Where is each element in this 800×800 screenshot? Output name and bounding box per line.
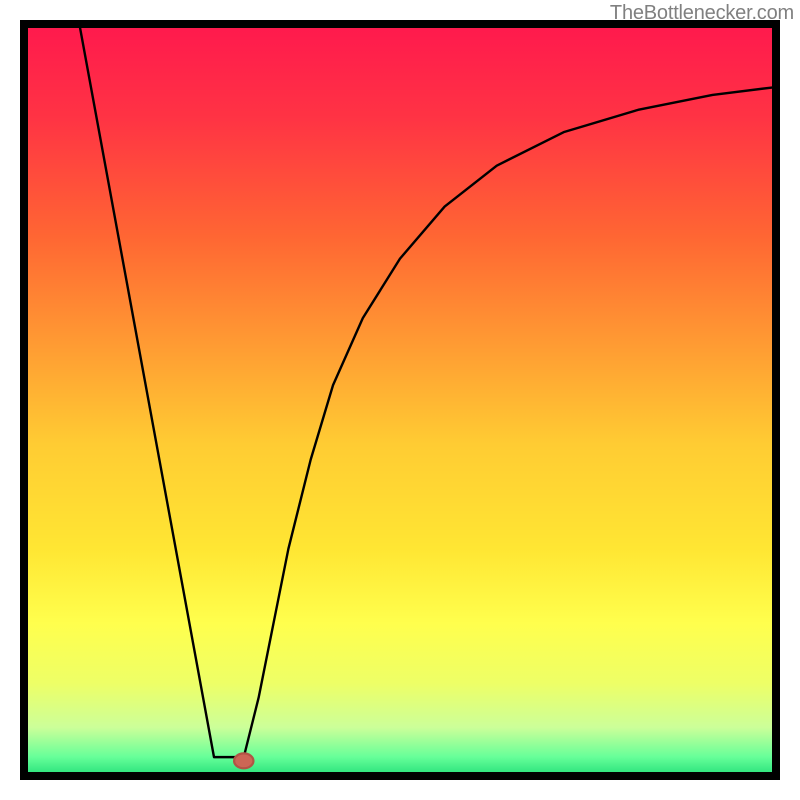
chart-marker xyxy=(234,753,253,768)
chart-container: TheBottlenecker.com xyxy=(0,0,800,800)
chart-plot-area xyxy=(28,28,772,772)
chart-background xyxy=(28,28,772,772)
watermark-text: TheBottlenecker.com xyxy=(610,2,794,25)
chart-svg xyxy=(28,28,772,772)
